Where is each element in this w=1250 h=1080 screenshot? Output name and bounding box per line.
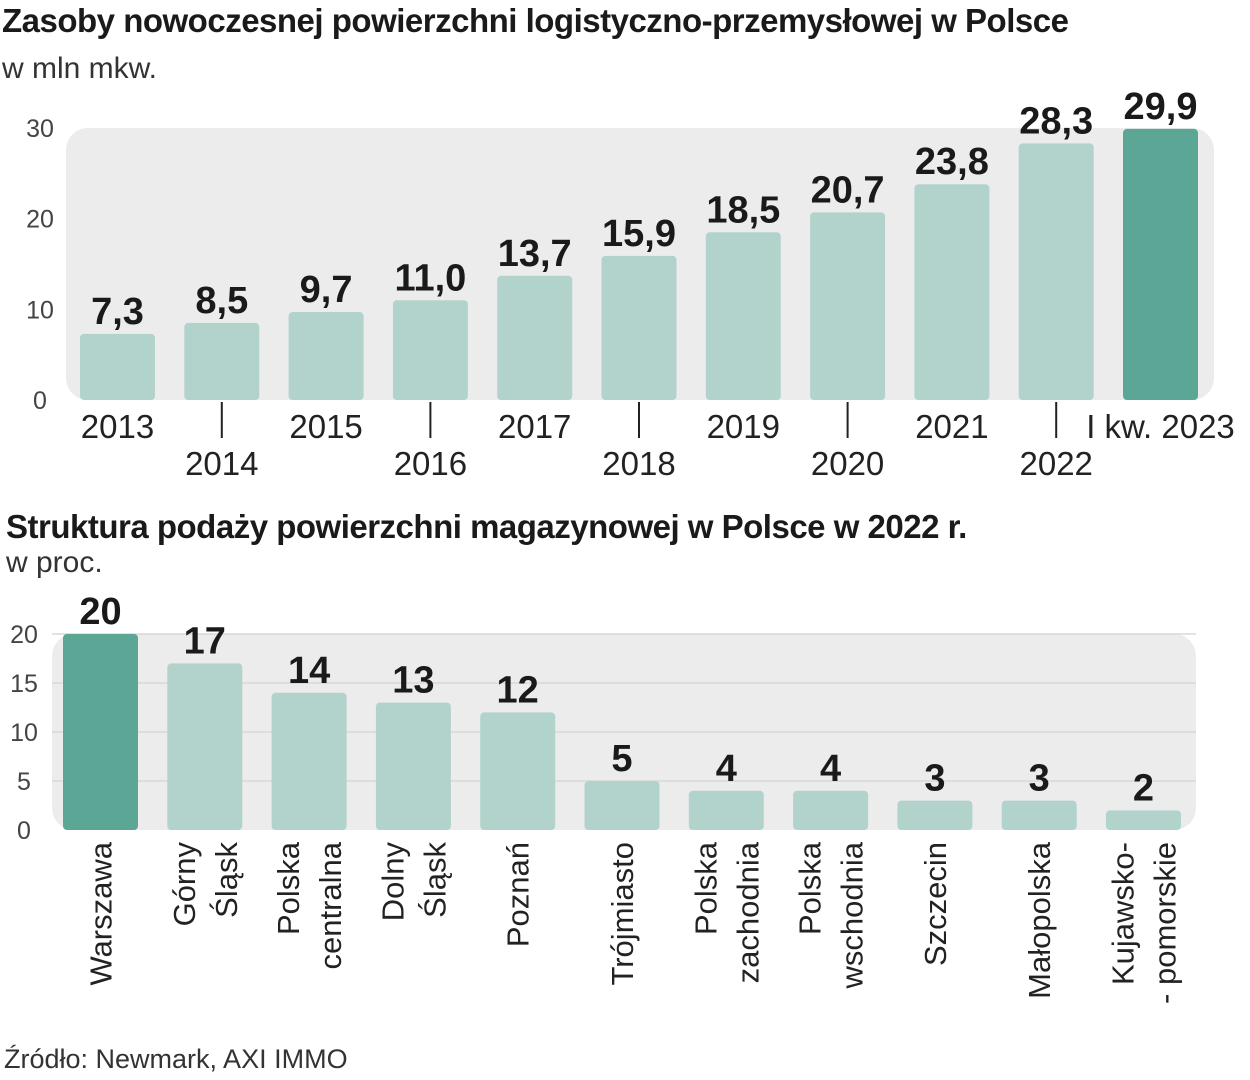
y-tick-label: 10	[26, 296, 54, 324]
value-label: 3	[1029, 758, 1050, 800]
x-tick-label: 2019	[707, 408, 780, 445]
y-tick-label: 0	[17, 817, 31, 845]
category-label: Warszawa	[84, 841, 119, 985]
bar-2017	[497, 275, 573, 400]
category-label-line: Kujawsko-	[1106, 842, 1141, 985]
category-label-line: Polska	[793, 841, 828, 935]
category-label-line: Śląsk	[208, 842, 244, 918]
value-label: 8,5	[195, 280, 248, 322]
value-label: 28,3	[1019, 100, 1093, 142]
value-label: 20	[79, 591, 121, 633]
value-label: 9,7	[300, 269, 353, 311]
category-label-line: Polska	[271, 841, 306, 935]
bar-polska-zachodnia	[688, 790, 764, 830]
x-tick-label: 2014	[185, 445, 258, 482]
category-label-line: Szczecin	[918, 842, 953, 966]
category-label-line: wschodnia	[835, 841, 870, 989]
bar-2016	[392, 300, 468, 400]
x-tick-label: 2013	[81, 408, 154, 445]
chart2-title: Struktura podaży powierzchni magazynowej…	[6, 508, 967, 545]
category-label-line: Polska	[688, 841, 723, 935]
category-label: Polska zachodnia	[688, 841, 765, 983]
x-tick-label: 2022	[1019, 445, 1092, 482]
x-tick-label: 2020	[811, 445, 884, 482]
value-label: 5	[611, 738, 632, 780]
x-tick-label: 2018	[602, 445, 675, 482]
category-label: Górny Śląsk	[167, 842, 244, 927]
value-label: 15,9	[602, 213, 676, 255]
chart1-title: Zasoby nowoczesnej powierzchni logistycz…	[2, 2, 1069, 39]
value-label: 29,9	[1124, 86, 1198, 128]
bar-dolny-śląsk	[375, 702, 451, 830]
value-label: 18,5	[706, 189, 780, 231]
y-tick-label: 30	[26, 115, 54, 143]
x-tick-label: 2015	[289, 408, 362, 445]
category-label-line: - pomorskie	[1148, 842, 1183, 1004]
category-label: Kujawsko- - pomorskie	[1106, 842, 1183, 1004]
bar-małopolska	[1001, 800, 1077, 830]
bar-polska-wschodnia	[793, 790, 869, 830]
chart2-subtitle: w proc.	[6, 546, 103, 579]
category-label: Polska centralna	[271, 841, 348, 969]
value-label: 11,0	[394, 257, 466, 299]
value-label: 13,7	[498, 233, 572, 275]
category-label: Szczecin	[918, 842, 953, 966]
bar-2021	[914, 184, 990, 400]
x-tick-label: I kw. 2023	[1086, 408, 1235, 445]
value-label: 20,7	[811, 169, 885, 211]
bar-2013	[80, 333, 155, 400]
chart1-subtitle: w mln mkw.	[2, 52, 158, 85]
chart1-plot: 0 10 20 30 7,3 2013 8,5 2014 9,7 2015 11,0 2016 13,7…	[26, 86, 1235, 482]
value-label: 23,8	[915, 141, 989, 183]
category-label: Polska wschodnia	[793, 841, 870, 989]
y-tick-label: 20	[10, 621, 38, 649]
value-label: 2	[1133, 767, 1154, 809]
bar-poznań	[480, 712, 556, 830]
bar-kujawsko----pomorskie	[1106, 810, 1181, 830]
bar-2020	[810, 212, 886, 400]
bar-2019	[705, 232, 781, 400]
value-label: 14	[288, 650, 330, 692]
value-label: 3	[924, 758, 945, 800]
y-tick-label: 15	[10, 670, 38, 698]
category-label-line: Górny	[167, 842, 202, 927]
y-tick-label: 10	[10, 719, 38, 747]
y-tick-label: 20	[26, 206, 54, 234]
bar-2014	[184, 322, 260, 400]
category-label-line: Poznań	[501, 842, 536, 947]
source-note: Źródło: Newmark, AXI IMMO	[4, 1044, 348, 1074]
x-tick-label: 2021	[915, 408, 988, 445]
value-label: 4	[820, 748, 841, 790]
value-label: 13	[392, 660, 434, 702]
category-label-line: Warszawa	[84, 841, 119, 985]
category-label-line: zachodnia	[730, 841, 765, 983]
category-label: Trójmiasto	[605, 842, 640, 986]
bar-trójmiasto	[584, 781, 660, 830]
value-label: 4	[716, 748, 737, 790]
category-label-line: Dolny	[375, 842, 410, 922]
category-label: Małopolska	[1022, 841, 1057, 999]
y-tick-label: 0	[33, 387, 47, 415]
value-label: 17	[184, 620, 226, 662]
category-label-line: Małopolska	[1022, 841, 1057, 999]
category-label-line: Śląsk	[416, 842, 452, 918]
category-label: Poznań	[501, 842, 536, 947]
bar-polska-centralna	[271, 692, 347, 830]
bar-2018	[601, 255, 677, 400]
value-label: 7,3	[91, 291, 144, 333]
category-label: Dolny Śląsk	[375, 842, 452, 922]
bar-szczecin	[897, 800, 973, 830]
bar-górny-śląsk	[167, 663, 243, 830]
category-label-line: centralna	[313, 841, 348, 969]
category-label-line: Trójmiasto	[605, 842, 640, 986]
x-tick-label: 2017	[498, 408, 571, 445]
x-tick-label: 2016	[394, 445, 467, 482]
bar-2015	[288, 312, 364, 400]
bar-i-kw--2023	[1123, 128, 1198, 400]
bar-2022	[1018, 143, 1094, 400]
value-label: 12	[497, 669, 539, 711]
y-tick-label: 5	[17, 768, 31, 796]
bar-warszawa	[63, 634, 138, 830]
